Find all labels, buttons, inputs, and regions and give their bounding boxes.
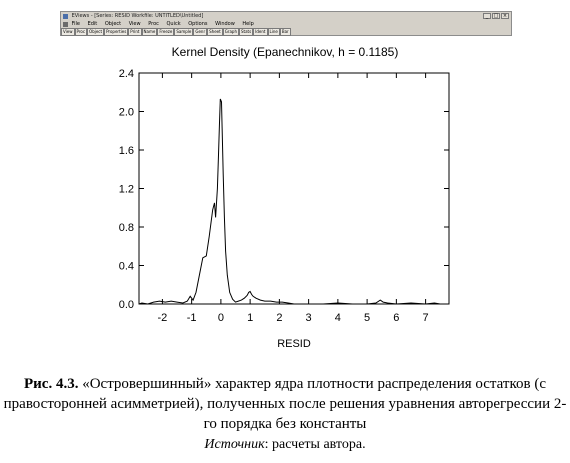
x-tick-label: 2 [276, 312, 282, 324]
toolbar-sheet-button[interactable]: Sheet [207, 28, 223, 36]
window-title: EViews - [Series: RESID Workfile: UNTITL… [71, 13, 204, 19]
source-label: Источник [204, 437, 265, 452]
chart-title: Kernel Density (Epanechnikov, h = 0.1185… [171, 45, 399, 59]
x-tick-label: 5 [364, 312, 370, 324]
x-tick-label: 0 [218, 312, 224, 324]
menu-file[interactable]: File [71, 21, 80, 27]
x-axis: -2 -1 0 1 2 3 4 5 6 7 [158, 73, 429, 324]
source-note: Источник: расчеты автора. [0, 437, 570, 453]
menu-bar: File Edit Object View Proc Quick Options… [61, 20, 511, 28]
toolbar-stats-button[interactable]: Stats [238, 28, 254, 36]
toolbar-bar-button[interactable]: Bar [279, 28, 291, 36]
menu-window[interactable]: Window [215, 21, 235, 27]
menu-view[interactable]: View [128, 21, 141, 27]
figure-caption: Рис. 4.3. «Островершинный» характер ядра… [0, 374, 570, 434]
y-tick-label: 1.2 [119, 184, 134, 196]
y-tick-label: 0.8 [119, 222, 134, 234]
y-tick-label: 1.6 [119, 145, 134, 157]
toolbar-genr-button[interactable]: Genr [193, 28, 208, 36]
plot-frame [138, 72, 450, 305]
window-titlebar: EViews - [Series: RESID Workfile: UNTITL… [61, 12, 511, 20]
menu-quick[interactable]: Quick [166, 21, 181, 27]
toolbar-proc-button[interactable]: Proc [74, 28, 88, 36]
toolbar-ident-button[interactable]: Ident [253, 28, 268, 36]
eviews-window: EViews - [Series: RESID Workfile: UNTITL… [60, 11, 512, 36]
x-tick-label: 6 [393, 312, 399, 324]
toolbar-freeze-button[interactable]: Freeze [157, 28, 175, 36]
menu-proc[interactable]: Proc [148, 21, 159, 27]
x-tick-label: 4 [335, 312, 341, 324]
x-tick-label: 3 [306, 312, 312, 324]
toolbar-object-button[interactable]: Object [87, 28, 105, 36]
maximize-button[interactable]: □ [492, 13, 500, 19]
window-controls: _ □ × [483, 12, 509, 20]
menu-help[interactable]: Help [242, 21, 254, 27]
menu-options[interactable]: Options [188, 21, 208, 27]
x-tick-label: -1 [187, 312, 197, 324]
toolbar-sample-button[interactable]: Sample [174, 28, 194, 36]
menu-object[interactable]: Object [104, 21, 122, 27]
y-axis: 0.0 0.4 0.8 1.2 1.6 2.0 2.4 [119, 68, 449, 311]
toolbar-name-button[interactable]: Name [141, 28, 158, 36]
figure-number: Рис. 4.3. [23, 376, 79, 392]
toolbar-graph-button[interactable]: Graph [222, 28, 239, 36]
y-tick-label: 0.0 [119, 299, 134, 311]
menu-edit[interactable]: Edit [87, 21, 98, 27]
app-icon [63, 13, 68, 19]
toolbar-line-button[interactable]: Line [267, 28, 280, 36]
kernel-density-chart: 0.0 0.4 0.8 1.2 1.6 2.0 2.4 -2 -1 0 1 2 3 4 5 6 7 RESID [119, 68, 450, 350]
x-axis-label: RESID [277, 338, 311, 350]
document-icon[interactable] [63, 21, 68, 27]
source-text: : расчеты автора. [264, 437, 366, 452]
x-tick-label: -2 [158, 312, 168, 324]
toolbar-properties-button[interactable]: Properties [104, 28, 129, 36]
toolbar-view-button[interactable]: View [61, 28, 75, 36]
x-tick-label: 1 [247, 312, 253, 324]
y-tick-label: 2.4 [119, 68, 134, 80]
series-toolbar: View Proc Object Properties Print Name F… [61, 28, 511, 36]
caption-text: «Островершинный» характер ядра плотности… [3, 376, 567, 432]
close-button[interactable]: × [501, 13, 509, 19]
minimize-button[interactable]: _ [483, 13, 491, 19]
density-line [138, 98, 449, 305]
x-tick-label: 7 [423, 312, 429, 324]
toolbar-print-button[interactable]: Print [128, 28, 142, 36]
y-tick-label: 2.0 [119, 107, 134, 119]
y-tick-label: 0.4 [119, 261, 134, 273]
